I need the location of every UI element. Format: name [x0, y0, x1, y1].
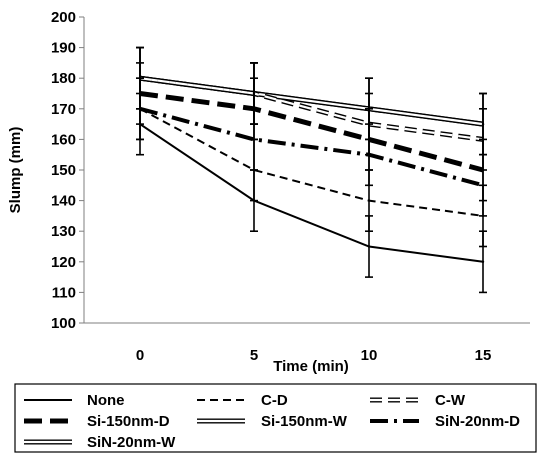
series-line [139, 91, 484, 173]
x-axis-title: Time (min) [273, 358, 349, 375]
legend-item: Si-150nm-W [197, 413, 348, 430]
x-tick-label: 10 [361, 347, 378, 364]
legend-label: SiN-20nm-D [435, 413, 520, 430]
series-line [139, 106, 484, 188]
y-tick-label: 100 [51, 315, 76, 332]
x-tick-label: 15 [475, 347, 492, 364]
series-none [138, 122, 485, 263]
y-tick-label: 120 [51, 254, 76, 271]
legend-item: SiN-20nm-D [370, 413, 520, 430]
y-axis-title: Slump (mm) [7, 127, 24, 214]
y-tick-label: 170 [51, 101, 76, 118]
legend-label: SiN-20nm-W [87, 434, 176, 451]
legend-item: C-D [197, 392, 288, 409]
y-tick-label: 180 [51, 70, 76, 87]
series-sin-20nm-w [138, 75, 485, 127]
y-tick-label: 190 [51, 40, 76, 57]
legend-item: Si-150nm-D [24, 413, 170, 430]
y-tick-label: 110 [52, 284, 76, 301]
y-tick-label: 130 [51, 223, 76, 240]
series-line-inner [139, 77, 484, 141]
legend-label: Si-150nm-D [87, 413, 170, 430]
plot-area [136, 46, 487, 294]
y-tick-label: 150 [51, 162, 76, 179]
y-tick-label: 140 [51, 193, 76, 210]
series-line [139, 107, 484, 217]
series-c-d [138, 107, 485, 218]
x-tick-label: 5 [250, 347, 258, 364]
legend: None C-D C-W Si-150nm-D Si-150nm-W SiN-20nm-D… [14, 383, 537, 453]
y-tick-label: 160 [51, 131, 76, 148]
legend-label: C-D [261, 392, 288, 409]
legend-item: None [24, 392, 125, 409]
legend-item: C-W [370, 392, 466, 409]
x-tick-label: 0 [136, 347, 144, 364]
legend-item: SiN-20nm-W [24, 434, 176, 451]
y-tick-label: 200 [51, 9, 76, 26]
legend-label: None [87, 392, 125, 409]
legend-label: Si-150nm-W [261, 413, 348, 430]
legend-box [14, 383, 537, 453]
series-line [139, 123, 484, 263]
legend-label: C-W [435, 392, 466, 409]
